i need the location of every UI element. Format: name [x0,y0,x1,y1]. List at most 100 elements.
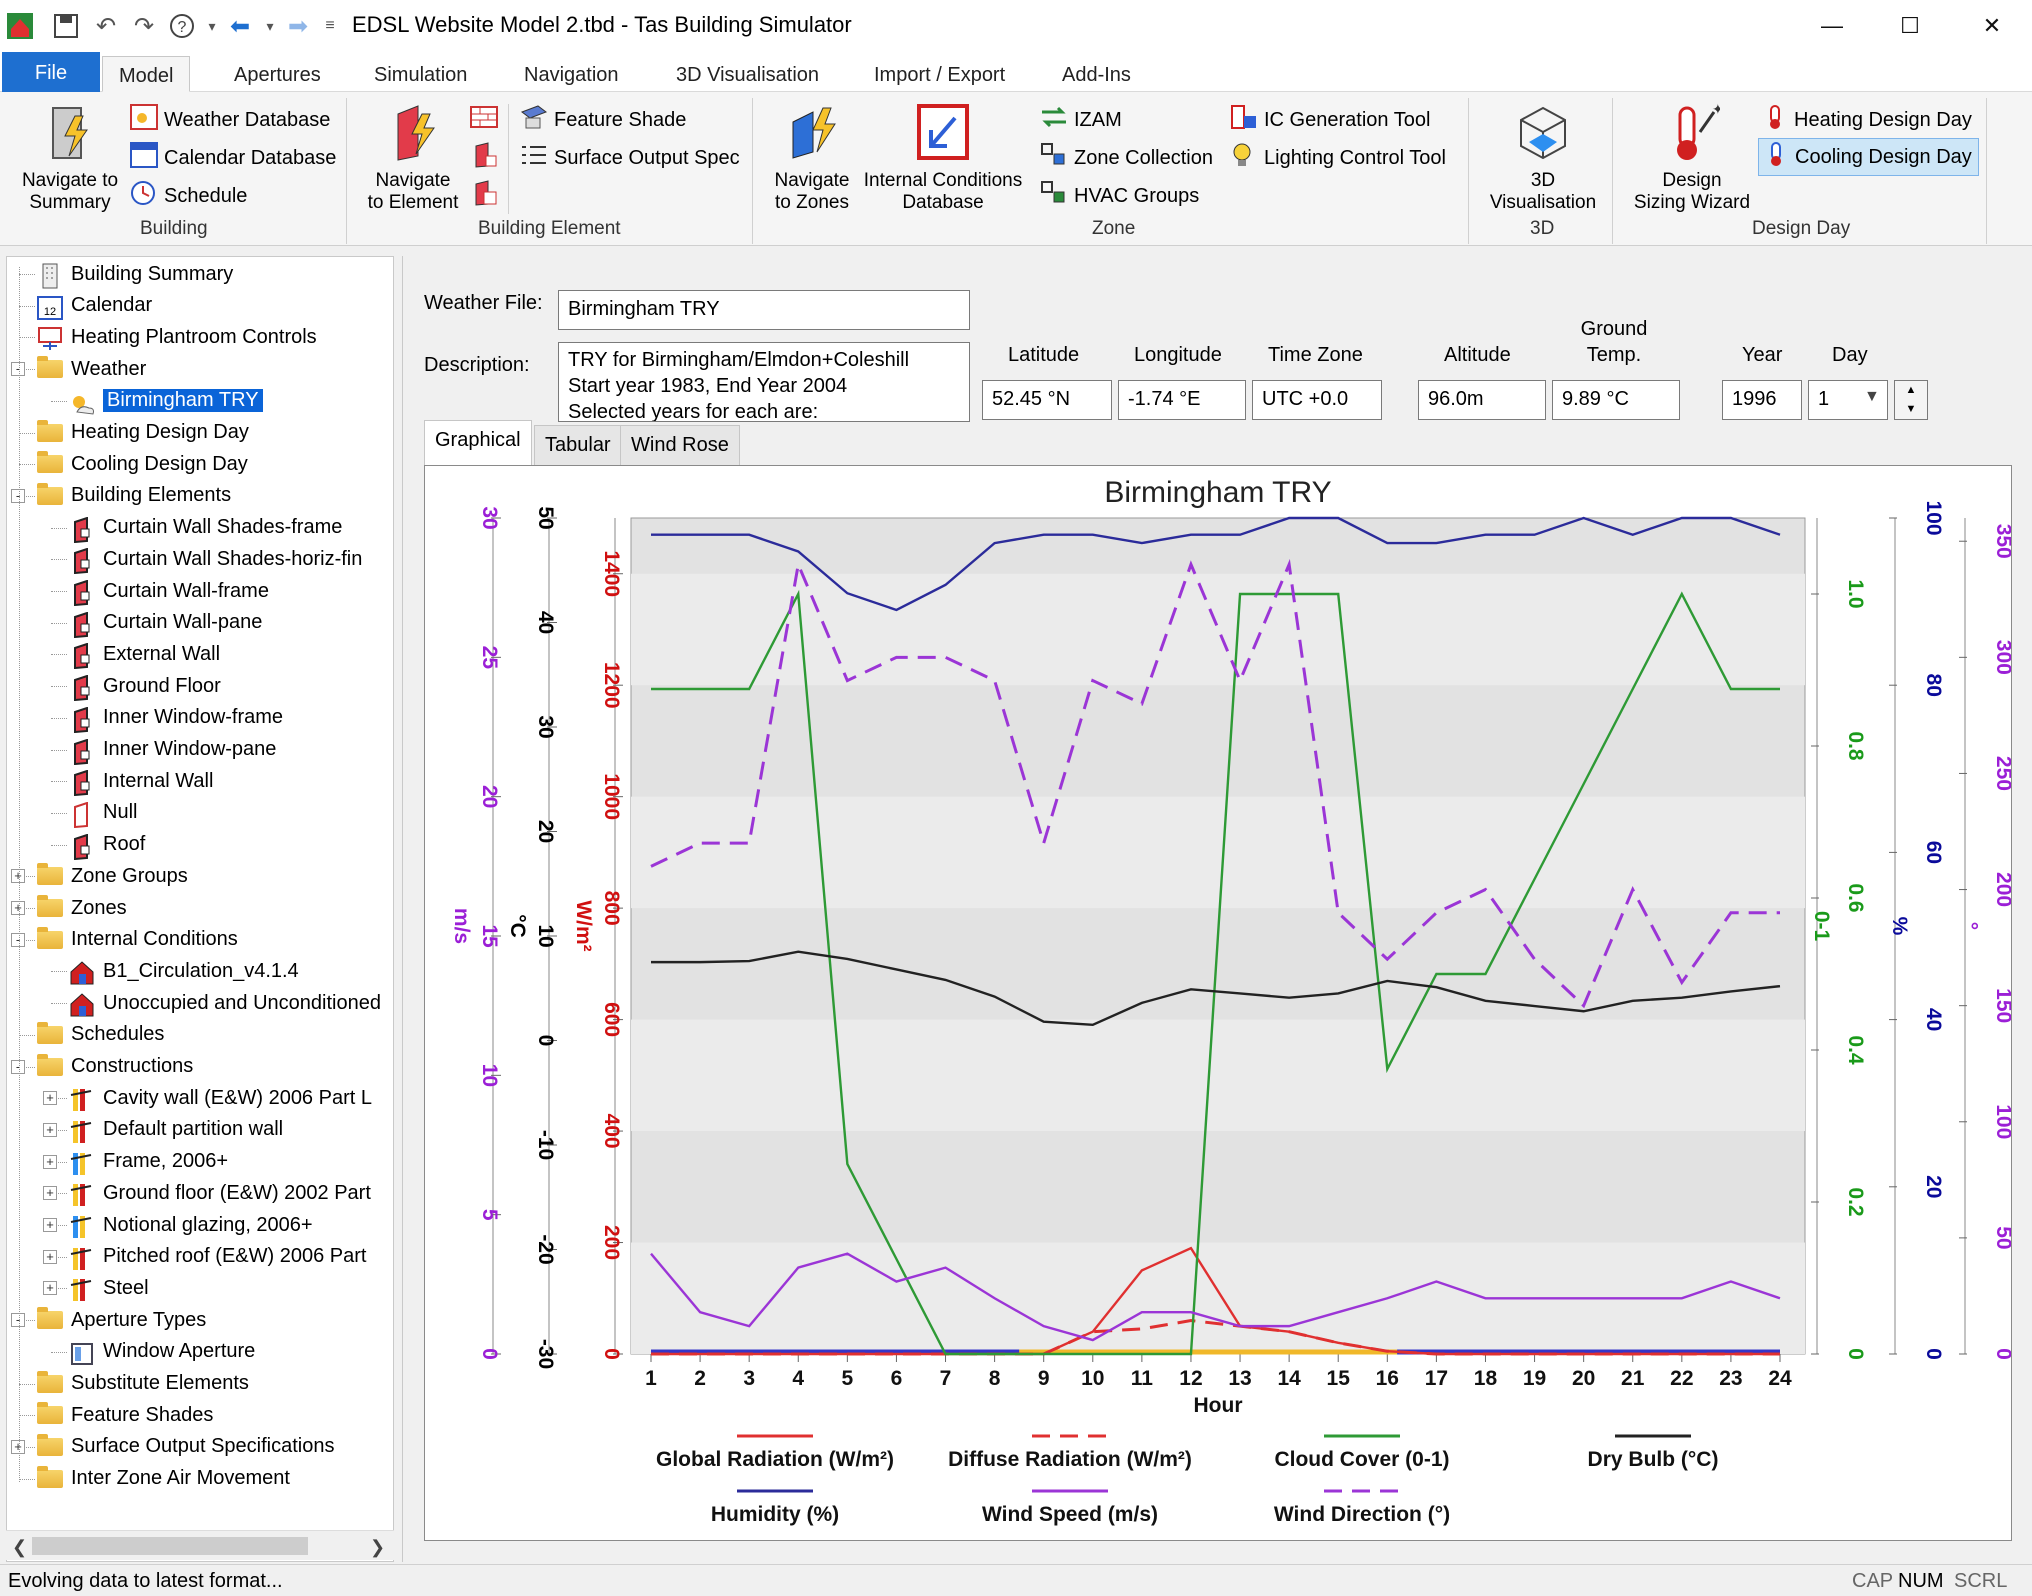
close-icon[interactable]: ✕ [1982,13,2002,38]
expand-icon[interactable]: + [11,869,25,884]
collapse-icon[interactable]: - [11,488,25,503]
tree-item[interactable]: Cavity wall (E&W) 2006 Part L [69,1083,372,1113]
tab-import-export[interactable]: Import / Export [874,64,1006,86]
tree-item[interactable]: Schedules [37,1020,164,1050]
tree-item[interactable]: Curtain Wall-pane [69,608,262,638]
longitude-field[interactable]: -1.74 °E [1118,380,1246,420]
tree-item[interactable]: Zones [37,893,127,923]
collapse-icon[interactable]: - [11,932,25,947]
tree-item[interactable]: Ground Floor [69,671,221,702]
tree-item[interactable]: Default partition wall [69,1115,283,1145]
tree-item[interactable]: Notional glazing, 2006+ [69,1210,313,1240]
tree-item[interactable]: Heating Plantroom Controls [37,322,317,352]
tab-model[interactable]: Model [102,56,191,92]
ic-generation-tool-button[interactable]: IC Generation Tool [1230,104,1430,136]
tab-apertures[interactable]: Apertures [234,64,321,86]
description-field[interactable]: TRY for Birmingham/Elmdon+Coleshill Star… [558,342,970,422]
weather-database-button[interactable]: Weather Database [130,104,330,136]
tree-item[interactable]: Curtain Wall-frame [69,576,269,607]
tree-item[interactable]: Inner Window-frame [69,703,283,733]
tree-item[interactable]: Frame, 2006+ [69,1147,228,1177]
expand-icon[interactable]: + [43,1186,57,1201]
tab-tabular[interactable]: Tabular [534,425,622,465]
lighting-control-tool-button[interactable]: Lighting Control Tool [1230,142,1446,174]
day-spinner[interactable]: ▲ ▼ [1894,380,1928,420]
heating-design-day-button[interactable]: Heating Design Day [1764,104,1972,136]
internal-conditions-database-button[interactable]: Internal Conditions Database [858,102,1028,214]
navigate-to-summary-button[interactable]: Navigate to Summary [8,102,132,214]
3d-visualisation-button[interactable]: 3D Visualisation [1478,102,1608,214]
feature-shade-button[interactable]: Feature Shade [520,104,686,136]
surface-output-spec-button[interactable]: Surface Output Spec [520,142,740,174]
ground-temp-field[interactable]: 9.89 °C [1552,380,1680,420]
tree-item[interactable]: Zone Groups [37,861,188,891]
tree-item[interactable]: Null [69,798,137,828]
zone-collection-button[interactable]: Zone Collection [1040,142,1213,174]
weather-file-field[interactable]: Birmingham TRY [558,290,970,330]
expand-icon[interactable]: + [43,1249,57,1264]
collapse-icon[interactable]: - [11,1313,25,1328]
tree-item[interactable]: Curtain Wall Shades-frame [69,513,342,543]
timezone-field[interactable]: UTC +0.0 [1252,380,1382,420]
tree-item[interactable]: Aperture Types [37,1305,206,1335]
tree-item[interactable]: Ground floor (E&W) 2002 Part [69,1178,371,1208]
day-select[interactable]: 1 [1808,380,1888,420]
copy-element-icon[interactable] [470,180,498,212]
tree-item[interactable]: Inner Window-pane [69,735,276,765]
forward-arrow-icon[interactable]: ➡ [287,12,309,40]
design-sizing-wizard-button[interactable]: ✦ Design Sizing Wizard [1622,101,1762,214]
spin-up-icon[interactable]: ▲ [1905,384,1917,396]
tree-item[interactable]: 12 Calendar [37,291,152,321]
latitude-field[interactable]: 52.45 °N [982,380,1112,420]
tree-item[interactable]: Curtain Wall Shades-horiz-fin [69,544,362,575]
back-arrow-icon[interactable]: ⬅ [229,12,251,40]
tree-item[interactable]: Cooling Design Day [37,449,248,479]
tree-item[interactable]: Pitched roof (E&W) 2006 Part [69,1242,366,1272]
tab-wind-rose[interactable]: Wind Rose [620,425,740,465]
tab-graphical[interactable]: Graphical [424,420,532,465]
tab-file[interactable]: File [2,52,100,92]
help-dropdown-icon[interactable]: ▾ [208,17,216,34]
calendar-database-button[interactable]: Calendar Database [130,142,336,174]
expand-icon[interactable]: + [43,1218,57,1232]
schedule-button[interactable]: Schedule [130,180,247,212]
tree-item[interactable]: Constructions [37,1052,193,1082]
izam-button[interactable]: IZAM [1040,104,1122,136]
tree-item[interactable]: Surface Output Specifications [37,1432,334,1462]
tree-item[interactable]: Building Summary [37,259,233,289]
scroll-left-icon[interactable]: ❮ [12,1537,28,1557]
expand-icon[interactable]: + [11,901,25,915]
scrollbar-thumb[interactable] [32,1537,308,1555]
tree-item[interactable]: Feature Shades [37,1400,213,1430]
hvac-groups-button[interactable]: HVAC Groups [1040,180,1199,212]
maximize-icon[interactable]: ☐ [1900,13,1920,38]
save-icon[interactable] [50,10,82,42]
tree-item[interactable]: Unoccupied and Unconditioned [69,988,381,1018]
tree-item[interactable]: Building Elements [37,481,231,511]
back-dropdown-icon[interactable]: ▾ [266,17,274,34]
undo-icon[interactable]: ↶ [95,12,117,40]
tree-horizontal-scrollbar[interactable]: ❮ ❯ [6,1530,394,1560]
tree-item[interactable]: Internal Wall [69,766,213,797]
redo-icon[interactable]: ↷ [133,12,155,40]
scroll-right-icon[interactable]: ❯ [370,1537,386,1557]
tree-item[interactable]: Roof [69,830,145,860]
tree-item[interactable]: Internal Conditions [37,925,238,955]
expand-icon[interactable]: + [43,1091,57,1106]
expand-icon[interactable]: + [43,1154,57,1169]
model-tree[interactable]: Building Summary 12 Calendar Heating Plantr… [6,256,394,1562]
tree-item[interactable]: Inter Zone Air Movement [37,1464,290,1494]
tree-item[interactable]: External Wall [69,639,220,670]
expand-icon[interactable]: + [43,1122,57,1137]
tab-simulation[interactable]: Simulation [374,64,468,86]
tab-add-ins[interactable]: Add-Ins [1062,64,1131,86]
tab-3d-visualisation[interactable]: 3D Visualisation [676,64,820,86]
cooling-design-day-button[interactable]: Cooling Design Day [1758,138,1979,176]
help-icon[interactable]: ? [166,10,198,42]
minimize-icon[interactable]: — [1821,13,1843,38]
customize-toolbar-icon[interactable]: ≡ [325,17,335,34]
tree-item[interactable]: Heating Design Day [37,418,249,448]
spin-down-icon[interactable]: ▼ [1905,403,1917,415]
tree-item[interactable]: Window Aperture [69,1337,255,1367]
navigate-to-element-button[interactable]: Navigate to Element [356,102,470,214]
